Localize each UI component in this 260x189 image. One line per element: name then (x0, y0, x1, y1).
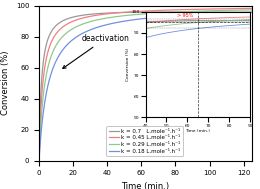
Y-axis label: Conversion (%): Conversion (%) (1, 51, 10, 115)
k = 0.7   L.mole⁻¹.h⁻¹ (92, 13, 95, 15)
k = 0.45 L.mole⁻¹.h⁻¹ (134, 10, 137, 13)
k = 0.45 L.mole⁻¹.h⁻¹ (198, 8, 201, 10)
k = 0.29 L.mole⁻¹.h⁻¹ (180, 11, 183, 13)
Line: k = 0.7   L.mole⁻¹.h⁻¹: k = 0.7 L.mole⁻¹.h⁻¹ (39, 12, 252, 160)
k = 0.7   L.mole⁻¹.h⁻¹ (134, 11, 137, 13)
Text: deactivation: deactivation (63, 34, 129, 68)
k = 0.7   L.mole⁻¹.h⁻¹ (37, 159, 41, 162)
k = 0.29 L.mole⁻¹.h⁻¹ (251, 9, 254, 11)
k = 0.18 L.mole⁻¹.h⁻¹ (163, 15, 166, 18)
k = 0.18 L.mole⁻¹.h⁻¹ (92, 27, 95, 30)
k = 0.7   L.mole⁻¹.h⁻¹ (176, 11, 179, 13)
k = 0.7   L.mole⁻¹.h⁻¹ (180, 11, 183, 13)
X-axis label: Time (min.): Time (min.) (121, 182, 170, 189)
k = 0.18 L.mole⁻¹.h⁻¹ (37, 160, 41, 162)
k = 0.18 L.mole⁻¹.h⁻¹ (251, 11, 254, 13)
k = 0.29 L.mole⁻¹.h⁻¹ (37, 160, 41, 162)
k = 0.18 L.mole⁻¹.h⁻¹ (75, 36, 78, 38)
k = 0.29 L.mole⁻¹.h⁻¹ (92, 19, 95, 22)
k = 0.29 L.mole⁻¹.h⁻¹ (134, 13, 137, 16)
k = 0.45 L.mole⁻¹.h⁻¹ (37, 160, 41, 162)
Line: k = 0.29 L.mole⁻¹.h⁻¹: k = 0.29 L.mole⁻¹.h⁻¹ (39, 10, 252, 161)
Line: k = 0.45 L.mole⁻¹.h⁻¹: k = 0.45 L.mole⁻¹.h⁻¹ (39, 8, 252, 161)
Legend: k = 0.7   L.mole⁻¹.h⁻¹, k = 0.45 L.mole⁻¹.h⁻¹, k = 0.29 L.mole⁻¹.h⁻¹, k = 0.18 L: k = 0.7 L.mole⁻¹.h⁻¹, k = 0.45 L.mole⁻¹.… (106, 126, 183, 156)
k = 0.7   L.mole⁻¹.h⁻¹ (75, 15, 78, 17)
k = 0.7   L.mole⁻¹.h⁻¹ (163, 11, 166, 13)
k = 0.7   L.mole⁻¹.h⁻¹ (251, 11, 254, 13)
k = 0.29 L.mole⁻¹.h⁻¹ (163, 12, 166, 14)
k = 0.18 L.mole⁻¹.h⁻¹ (134, 18, 137, 21)
k = 0.7   L.mole⁻¹.h⁻¹ (198, 11, 202, 13)
Line: k = 0.18 L.mole⁻¹.h⁻¹: k = 0.18 L.mole⁻¹.h⁻¹ (39, 12, 252, 161)
k = 0.45 L.mole⁻¹.h⁻¹ (251, 7, 254, 9)
k = 0.29 L.mole⁻¹.h⁻¹ (75, 26, 78, 28)
k = 0.18 L.mole⁻¹.h⁻¹ (198, 13, 201, 15)
k = 0.45 L.mole⁻¹.h⁻¹ (75, 19, 78, 21)
k = 0.29 L.mole⁻¹.h⁻¹ (198, 10, 201, 12)
k = 0.45 L.mole⁻¹.h⁻¹ (180, 9, 183, 11)
k = 0.45 L.mole⁻¹.h⁻¹ (163, 9, 166, 11)
k = 0.18 L.mole⁻¹.h⁻¹ (180, 14, 183, 16)
k = 0.45 L.mole⁻¹.h⁻¹ (92, 15, 95, 17)
